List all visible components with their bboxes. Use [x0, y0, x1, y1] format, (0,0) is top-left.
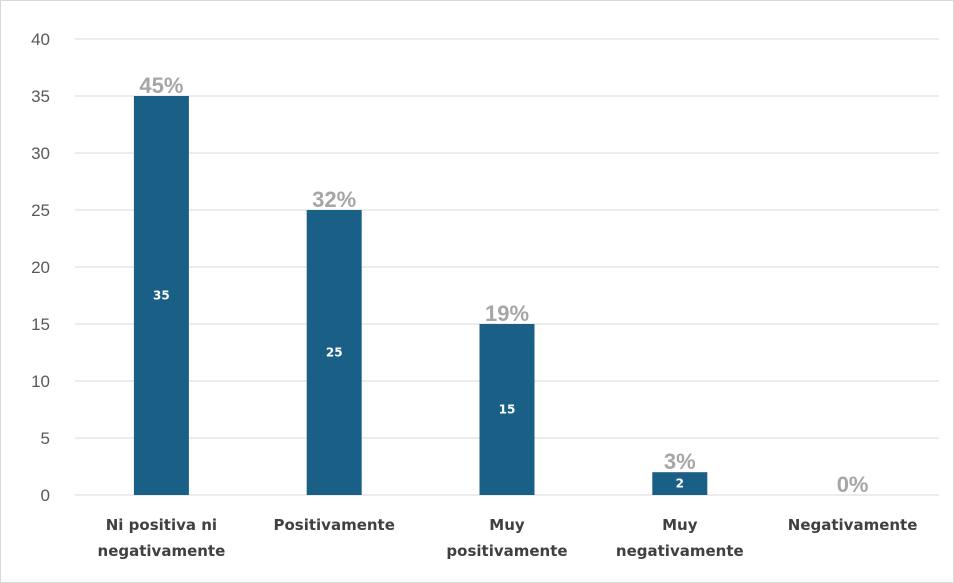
- bar-percent-label: 0%: [837, 472, 869, 497]
- x-category-label: negativamente: [98, 542, 226, 560]
- bar-percent-label: 45%: [139, 73, 183, 98]
- bar-percent-label: 3%: [664, 449, 696, 474]
- y-tick-label: 40: [31, 30, 50, 49]
- y-tick-label: 35: [31, 87, 50, 106]
- y-tick-label: 5: [41, 429, 50, 448]
- bar-percent-label: 32%: [312, 187, 356, 212]
- bar-percent-label: 19%: [485, 301, 529, 326]
- x-category-label: positivamente: [446, 542, 567, 560]
- bar: [652, 472, 708, 495]
- x-category-label: negativamente: [616, 542, 744, 560]
- bar: [479, 324, 535, 495]
- x-category-label: Negativamente: [788, 516, 918, 534]
- bar: [306, 210, 362, 495]
- gridlines: [75, 38, 939, 496]
- y-axis-tick-labels: 0 5 10 15 20 25 30 35 40: [31, 30, 50, 505]
- y-tick-label: 0: [41, 486, 50, 505]
- y-tick-label: 15: [31, 315, 50, 334]
- x-category-label: Positivamente: [273, 516, 394, 534]
- y-tick-label: 20: [31, 258, 50, 277]
- bar-value-label: 15: [499, 403, 516, 417]
- y-tick-label: 25: [31, 201, 50, 220]
- y-tick-label: 10: [31, 372, 50, 391]
- bar-value-label: 35: [153, 289, 170, 303]
- x-axis-category-labels: Ni positiva ni negativamente Positivamente…: [98, 516, 918, 560]
- bar-value-label: 2: [676, 477, 684, 491]
- bar: [133, 96, 189, 495]
- bar-value-label: 25: [326, 346, 343, 360]
- x-category-label: Muy: [662, 516, 698, 534]
- x-category-label: Ni positiva ni: [106, 516, 217, 534]
- data-labels: 35 45% 25 32% 15 19% 2 3% 0%: [139, 73, 868, 497]
- y-tick-label: 30: [31, 144, 50, 163]
- x-category-label: Muy: [489, 516, 525, 534]
- bars: [133, 96, 708, 495]
